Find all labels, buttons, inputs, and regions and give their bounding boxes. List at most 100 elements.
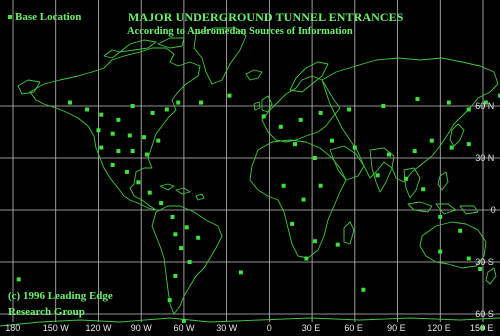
base-location-marker	[481, 325, 485, 330]
europe-outline	[261, 75, 341, 143]
base-location-marker	[187, 260, 192, 264]
base-location-marker	[164, 107, 169, 112]
base-location-marker	[110, 162, 115, 167]
british-isles-outline	[253, 95, 273, 113]
coastline-outlines	[0, 27, 500, 327]
base-location-marker	[136, 180, 141, 185]
base-location-marker	[176, 100, 181, 105]
base-location-marker	[238, 270, 243, 275]
base-location-marker	[335, 242, 340, 247]
new-zealand-outline	[485, 267, 497, 285]
base-location-marker	[167, 298, 172, 303]
base-location-markers	[16, 93, 500, 330]
longitude-tick-label: 30 W	[216, 323, 238, 333]
base-location-marker	[412, 149, 417, 154]
indonesia-outline	[407, 201, 479, 215]
base-location-marker	[312, 156, 317, 160]
alaska-outline	[17, 79, 41, 95]
north-america-outline	[29, 47, 201, 211]
base-location-marker	[159, 201, 164, 206]
arabia-outline	[329, 145, 365, 181]
longitude-tick-label: 150 E	[470, 323, 494, 333]
base-location-marker	[347, 107, 352, 112]
base-location-marker	[147, 190, 152, 195]
map-subtitle: According to Andromedan Sources of Infor…	[127, 26, 353, 37]
base-location-marker	[318, 110, 323, 115]
base-location-marker	[458, 228, 463, 233]
copyright-line-1: (c) 1996 Leading Edge	[8, 290, 113, 302]
japan-outline	[449, 123, 465, 147]
copyright-line-2: Research Group	[8, 306, 85, 318]
australia-outline	[419, 221, 487, 269]
base-location-marker	[96, 128, 101, 133]
graticule	[0, 0, 500, 322]
base-location-marker	[127, 133, 132, 138]
base-location-marker	[312, 239, 317, 244]
scandinavia-outline	[289, 61, 329, 93]
base-location-marker	[179, 246, 184, 251]
base-location-marker	[301, 197, 306, 202]
longitude-tick-label: 90 E	[387, 323, 406, 333]
base-location-marker	[142, 135, 147, 140]
base-location-marker	[498, 93, 500, 98]
base-location-marker	[387, 152, 391, 157]
base-location-marker	[124, 169, 129, 174]
south-america-outline	[151, 205, 223, 315]
base-location-marker	[130, 104, 135, 108]
base-location-marker	[438, 249, 443, 254]
base-location-marker	[16, 277, 21, 282]
base-location-marker	[330, 138, 335, 143]
base-location-marker	[449, 145, 454, 150]
base-location-marker	[85, 107, 90, 112]
base-location-marker	[381, 104, 386, 108]
longitude-tick-label: 0	[266, 323, 272, 333]
latitude-tick-label: 30 N	[475, 153, 495, 163]
longitude-tick-label: 60 W	[173, 323, 195, 333]
caribbean-outline	[159, 183, 205, 201]
base-location-marker	[293, 142, 297, 147]
philippines-outline	[437, 171, 449, 191]
base-location-marker	[404, 176, 409, 181]
base-location-marker	[199, 100, 203, 105]
base-location-marker	[438, 214, 443, 219]
iceland-outline	[245, 69, 263, 81]
base-location-marker	[156, 138, 161, 143]
base-location-marker	[144, 152, 149, 157]
asia-outline	[321, 57, 499, 183]
legend-label: Base Location	[15, 11, 82, 23]
base-location-marker	[304, 256, 309, 261]
base-location-marker	[478, 266, 483, 271]
latitude-tick-label: 60 S	[475, 309, 494, 319]
base-location-marker	[466, 107, 471, 112]
base-location-marker	[278, 124, 283, 129]
base-location-marker	[130, 149, 135, 154]
longitude-tick-label: 120 E	[427, 323, 451, 333]
base-location-marker	[184, 225, 189, 230]
base-location-marker	[415, 97, 420, 102]
base-location-marker	[352, 145, 357, 150]
latitude-tick-label: 60 N	[475, 101, 495, 111]
legend-marker-icon	[8, 15, 12, 20]
base-location-marker	[466, 142, 471, 147]
base-location-marker	[67, 100, 72, 105]
base-location-marker	[281, 183, 286, 188]
latitude-tick-label: 0	[490, 205, 496, 215]
madagascar-outline	[343, 221, 355, 245]
se-asia-outline	[403, 167, 421, 199]
base-location-marker	[375, 173, 380, 178]
base-location-marker	[429, 138, 434, 143]
base-location-marker	[170, 214, 175, 219]
map-title: MAJOR UNDERGROUND TUNNEL ENTRANCES	[128, 10, 404, 24]
longitude-tick-label: 180	[5, 323, 21, 333]
base-location-marker	[99, 145, 104, 150]
base-location-marker	[173, 232, 178, 237]
base-location-marker	[150, 110, 155, 115]
longitude-tick-label: 90 W	[130, 323, 152, 333]
base-location-marker	[318, 183, 323, 188]
base-location-marker	[483, 100, 488, 105]
africa-outline	[249, 139, 347, 259]
base-location-marker	[227, 93, 232, 98]
base-location-marker	[99, 112, 104, 117]
